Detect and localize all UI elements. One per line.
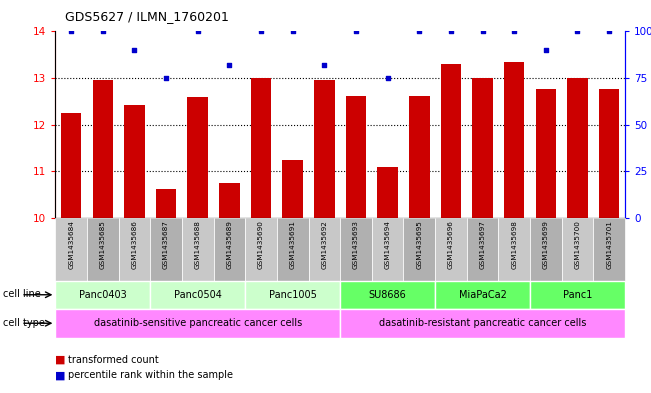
Text: cell line: cell line <box>3 289 41 299</box>
Bar <box>340 281 435 309</box>
Point <box>256 28 266 35</box>
Text: GSM1435695: GSM1435695 <box>416 220 422 269</box>
Bar <box>150 218 182 281</box>
Bar <box>372 218 404 281</box>
Text: GSM1435698: GSM1435698 <box>511 220 517 269</box>
Bar <box>55 309 340 338</box>
Text: GSM1435690: GSM1435690 <box>258 220 264 269</box>
Bar <box>150 281 245 309</box>
Text: transformed count: transformed count <box>68 354 159 365</box>
Text: MiaPaCa2: MiaPaCa2 <box>458 290 506 300</box>
Point <box>509 28 519 35</box>
Bar <box>346 96 367 218</box>
Text: GSM1435685: GSM1435685 <box>100 220 106 269</box>
Text: percentile rank within the sample: percentile rank within the sample <box>68 370 233 380</box>
Text: GSM1435696: GSM1435696 <box>448 220 454 269</box>
Point <box>319 62 329 68</box>
Text: GSM1435701: GSM1435701 <box>606 220 612 269</box>
Bar <box>87 218 118 281</box>
Bar <box>467 218 499 281</box>
Text: Panc0504: Panc0504 <box>174 290 222 300</box>
Point <box>224 62 234 68</box>
Text: GSM1435699: GSM1435699 <box>543 220 549 269</box>
Text: ■: ■ <box>55 370 70 380</box>
Bar <box>251 78 271 218</box>
Point <box>446 28 456 35</box>
Text: Panc1: Panc1 <box>563 290 592 300</box>
Bar <box>409 96 430 218</box>
Bar <box>504 62 525 218</box>
Bar <box>562 218 593 281</box>
Text: GSM1435692: GSM1435692 <box>322 220 327 269</box>
Bar <box>314 81 335 218</box>
Text: Panc0403: Panc0403 <box>79 290 127 300</box>
Bar <box>530 281 625 309</box>
Point <box>351 28 361 35</box>
Bar <box>378 167 398 218</box>
Text: dasatinib-resistant pancreatic cancer cells: dasatinib-resistant pancreatic cancer ce… <box>379 318 587 328</box>
Text: ■: ■ <box>55 354 70 365</box>
Bar <box>219 183 240 218</box>
Text: dasatinib-sensitive pancreatic cancer cells: dasatinib-sensitive pancreatic cancer ce… <box>94 318 302 328</box>
Bar <box>536 89 556 218</box>
Text: cell type: cell type <box>3 318 45 328</box>
Bar <box>435 218 467 281</box>
Point <box>66 28 76 35</box>
Bar <box>599 89 619 218</box>
Text: GSM1435700: GSM1435700 <box>574 220 581 269</box>
Text: GSM1435697: GSM1435697 <box>480 220 486 269</box>
Bar <box>61 113 81 218</box>
Point <box>130 47 140 53</box>
Point <box>98 28 108 35</box>
Text: GSM1435687: GSM1435687 <box>163 220 169 269</box>
Bar <box>277 218 309 281</box>
Point <box>477 28 488 35</box>
Point <box>193 28 203 35</box>
Text: Panc1005: Panc1005 <box>269 290 316 300</box>
Text: GSM1435694: GSM1435694 <box>385 220 391 269</box>
Point <box>382 75 393 81</box>
Text: GSM1435689: GSM1435689 <box>227 220 232 269</box>
Bar <box>593 218 625 281</box>
Text: GSM1435686: GSM1435686 <box>132 220 137 269</box>
Point <box>572 28 583 35</box>
Bar <box>530 218 562 281</box>
Text: GSM1435688: GSM1435688 <box>195 220 201 269</box>
Point <box>288 28 298 35</box>
Bar <box>245 281 340 309</box>
Text: GSM1435684: GSM1435684 <box>68 220 74 269</box>
Text: GSM1435691: GSM1435691 <box>290 220 296 269</box>
Bar <box>214 218 245 281</box>
Bar <box>404 218 435 281</box>
Point <box>604 28 615 35</box>
Bar <box>567 78 588 218</box>
Text: GDS5627 / ILMN_1760201: GDS5627 / ILMN_1760201 <box>65 10 229 23</box>
Point <box>414 28 424 35</box>
Bar <box>187 97 208 218</box>
Bar <box>92 79 113 218</box>
Text: SU8686: SU8686 <box>368 290 406 300</box>
Point <box>161 75 171 81</box>
Point <box>540 47 551 53</box>
Bar <box>472 78 493 218</box>
Bar <box>55 218 87 281</box>
Bar <box>309 218 340 281</box>
Bar <box>124 105 145 218</box>
Bar <box>441 64 461 218</box>
Bar <box>55 281 150 309</box>
Text: GSM1435693: GSM1435693 <box>353 220 359 269</box>
Bar <box>156 189 176 218</box>
Bar <box>340 218 372 281</box>
Bar <box>340 309 625 338</box>
Bar <box>118 218 150 281</box>
Bar <box>182 218 214 281</box>
Bar <box>499 218 530 281</box>
Bar <box>435 281 530 309</box>
Bar <box>245 218 277 281</box>
Bar <box>283 160 303 218</box>
